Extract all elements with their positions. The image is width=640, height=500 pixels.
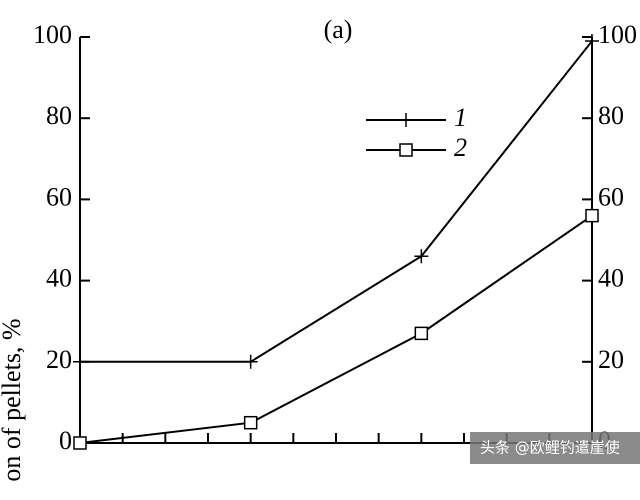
y2-tick-label: 40	[598, 264, 624, 293]
point	[73, 354, 87, 369]
legend-label: 1	[454, 103, 467, 132]
point	[243, 415, 258, 430]
y-tick-label: 60	[46, 182, 72, 211]
point	[585, 34, 599, 49]
series-line	[79, 214, 593, 444]
series-line	[80, 40, 593, 363]
watermark: 头条 @欧鲤钓遣崖使	[480, 439, 620, 457]
legend-marker	[399, 113, 413, 127]
point	[243, 354, 258, 369]
chart-title: (a)	[324, 15, 353, 44]
y-tick-label: 20	[46, 345, 72, 374]
y-tick-label: 0	[59, 426, 72, 455]
point	[414, 249, 429, 264]
y-tick-label: 40	[46, 264, 72, 293]
y2-tick-label: 60	[598, 182, 624, 211]
y2-tick-label: 100	[598, 20, 637, 49]
y-tick-label: 100	[33, 20, 72, 49]
y-tick-label: 80	[46, 101, 72, 130]
point	[585, 208, 599, 223]
legend-marker	[399, 143, 413, 157]
point	[73, 436, 87, 450]
legend-label: 2	[454, 133, 467, 162]
y2-tick-label: 20	[598, 345, 624, 374]
y-axis-label: on of pellets, %	[0, 318, 26, 481]
point	[414, 326, 429, 341]
y2-tick-label: 80	[598, 101, 624, 130]
watermark-bg	[470, 432, 640, 464]
